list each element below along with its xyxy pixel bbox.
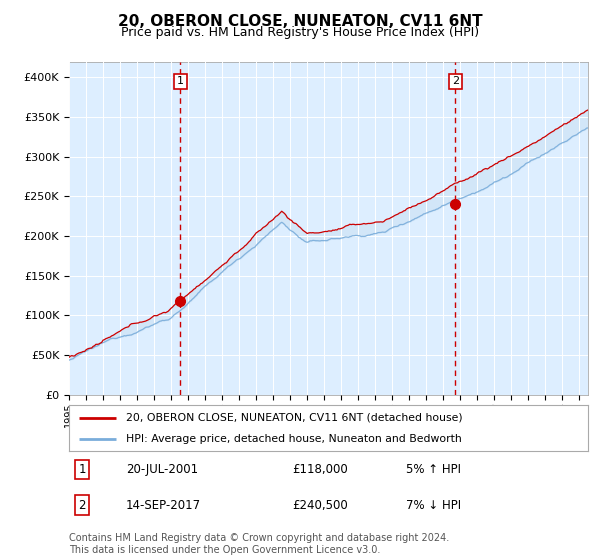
Text: 5% ↑ HPI: 5% ↑ HPI <box>406 463 461 476</box>
Text: Price paid vs. HM Land Registry's House Price Index (HPI): Price paid vs. HM Land Registry's House … <box>121 26 479 39</box>
Text: Contains HM Land Registry data © Crown copyright and database right 2024.
This d: Contains HM Land Registry data © Crown c… <box>69 533 449 555</box>
Text: £240,500: £240,500 <box>292 498 348 512</box>
Text: 14-SEP-2017: 14-SEP-2017 <box>126 498 201 512</box>
Text: 1: 1 <box>78 463 86 476</box>
Text: 20, OBERON CLOSE, NUNEATON, CV11 6NT (detached house): 20, OBERON CLOSE, NUNEATON, CV11 6NT (de… <box>126 413 463 423</box>
Text: £118,000: £118,000 <box>292 463 348 476</box>
Text: 2: 2 <box>452 76 459 86</box>
Text: 20, OBERON CLOSE, NUNEATON, CV11 6NT: 20, OBERON CLOSE, NUNEATON, CV11 6NT <box>118 14 482 29</box>
Text: 2: 2 <box>78 498 86 512</box>
Text: 1: 1 <box>177 76 184 86</box>
Text: HPI: Average price, detached house, Nuneaton and Bedworth: HPI: Average price, detached house, Nune… <box>126 435 462 444</box>
Text: 7% ↓ HPI: 7% ↓ HPI <box>406 498 461 512</box>
Text: 20-JUL-2001: 20-JUL-2001 <box>126 463 198 476</box>
